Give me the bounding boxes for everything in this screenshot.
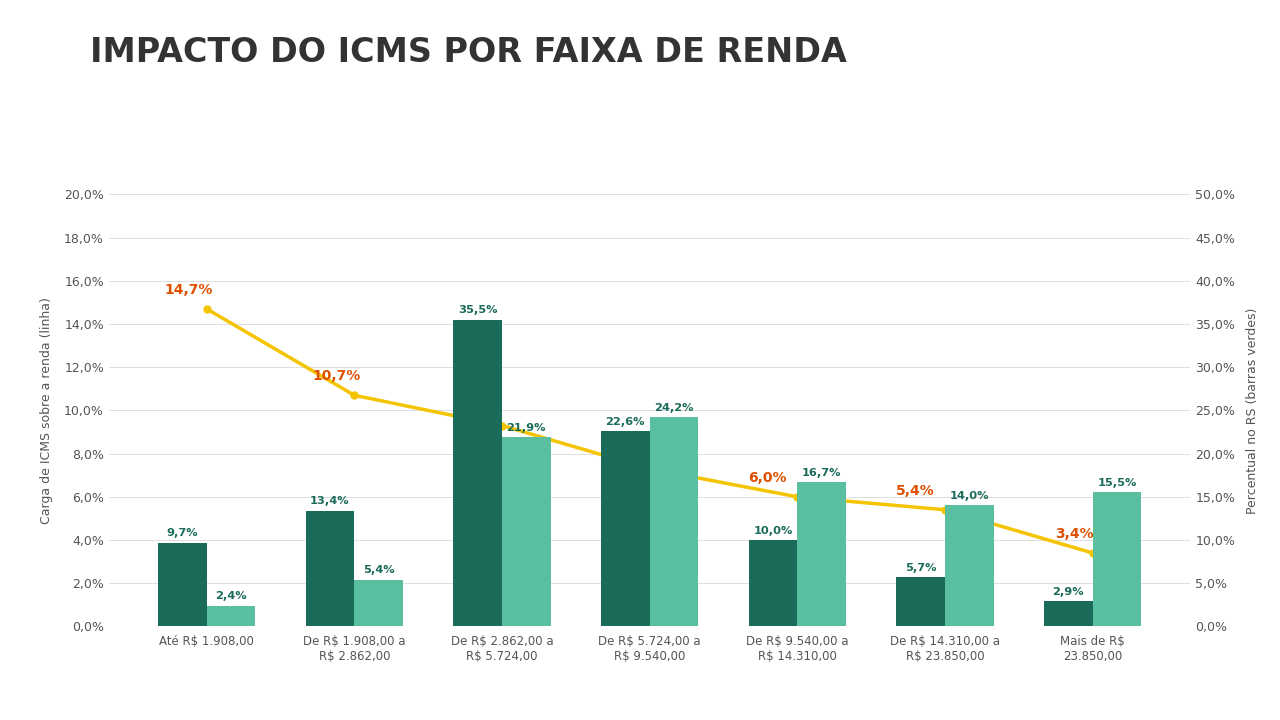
Text: 2,9%: 2,9% — [1052, 587, 1084, 597]
Text: 10,0%: 10,0% — [753, 526, 792, 536]
Bar — [649, 418, 699, 626]
Text: 14,7%: 14,7% — [165, 283, 214, 297]
Bar — [797, 482, 846, 626]
% ICMS/Renda Monetária no RS — [1085, 549, 1101, 557]
Bar — [1043, 601, 1093, 626]
% ICMS/Renda Monetária no RS — [494, 421, 509, 430]
Text: 2,4%: 2,4% — [215, 591, 247, 601]
Text: 5,4%: 5,4% — [896, 484, 934, 498]
Text: IMPACTO DO ICMS POR FAIXA DE RENDA: IMPACTO DO ICMS POR FAIXA DE RENDA — [90, 36, 846, 69]
% ICMS/Renda Monetária no RS — [198, 305, 214, 313]
Text: 5,4%: 5,4% — [362, 565, 394, 575]
Bar — [206, 606, 256, 626]
Y-axis label: Carga de ICMS sobre a renda (linha): Carga de ICMS sobre a renda (linha) — [40, 297, 52, 524]
Text: 13,4%: 13,4% — [310, 496, 349, 506]
Text: 10,7%: 10,7% — [312, 369, 361, 383]
Bar — [600, 431, 649, 626]
% ICMS/Renda Monetária no RS — [937, 505, 952, 514]
Text: 22,6%: 22,6% — [605, 417, 645, 427]
Text: 21,9%: 21,9% — [507, 423, 547, 433]
Text: 35,5%: 35,5% — [458, 305, 498, 315]
Bar — [157, 543, 206, 626]
Text: 9,7%: 9,7% — [166, 528, 198, 539]
Text: 7,3%: 7,3% — [613, 443, 652, 456]
Text: 5,7%: 5,7% — [905, 563, 936, 573]
Bar — [749, 540, 797, 626]
% ICMS/Renda Monetária no RS — [347, 391, 362, 400]
Line: % ICMS/Renda Monetária no RS: % ICMS/Renda Monetária no RS — [204, 305, 1096, 557]
% ICMS/Renda Monetária no RS — [790, 492, 805, 501]
Bar — [502, 437, 550, 626]
Bar — [1093, 492, 1142, 626]
Text: 14,0%: 14,0% — [950, 491, 989, 501]
Text: 15,5%: 15,5% — [1097, 478, 1137, 488]
Text: 24,2%: 24,2% — [654, 403, 694, 413]
Text: 16,7%: 16,7% — [801, 468, 841, 478]
Text: 6,0%: 6,0% — [749, 471, 787, 485]
Bar — [355, 580, 403, 626]
% ICMS/Renda Monetária no RS — [641, 464, 658, 473]
Bar — [306, 510, 355, 626]
Text: 9,3%: 9,3% — [453, 400, 492, 413]
Bar — [453, 320, 502, 626]
Text: 3,4%: 3,4% — [1056, 527, 1094, 541]
Bar — [896, 577, 945, 626]
Y-axis label: Percentual no RS (barras verdes): Percentual no RS (barras verdes) — [1247, 307, 1260, 513]
Bar — [945, 505, 993, 626]
